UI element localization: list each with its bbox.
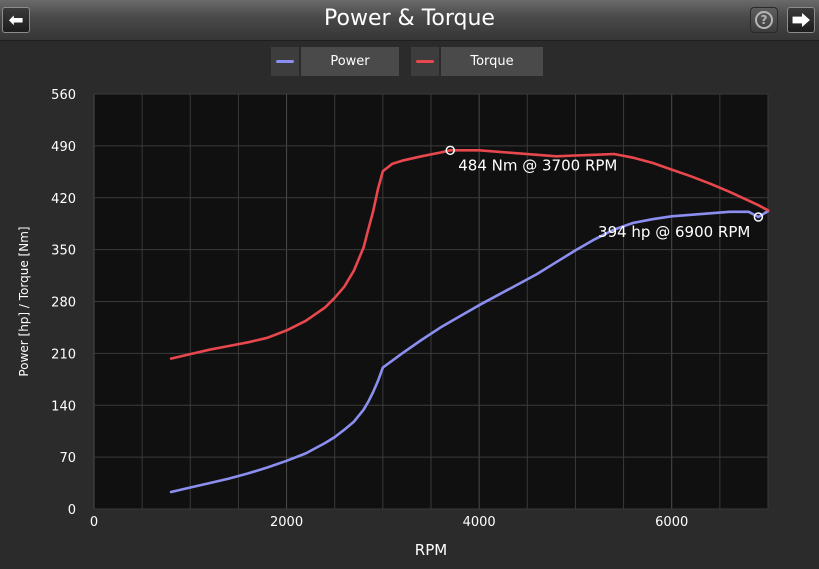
x-tick-label: 2000 (270, 515, 303, 530)
x-tick-label: 0 (90, 515, 98, 530)
y-tick-label: 560 (51, 88, 76, 103)
x-tick-label: 6000 (655, 515, 688, 530)
help-button[interactable]: ? (750, 7, 778, 33)
annotations: 484 Nm @ 3700 RPM 394 hp @ 6900 RPM (445, 145, 764, 241)
legend-swatch-power (271, 47, 301, 76)
peak-label-torque: 484 Nm @ 3700 RPM (458, 156, 617, 174)
legend-swatch-torque (411, 47, 441, 76)
arrow-right-icon: ⮕ (792, 11, 810, 32)
y-tick-label: 210 (51, 347, 76, 362)
x-tick-label: 4000 (463, 515, 496, 530)
legend-label-power: Power (301, 47, 399, 76)
peak-marker-power (753, 212, 764, 222)
axes: 0 2000 4000 6000 0 70 140 210 280 350 420 490 560 (51, 88, 688, 530)
y-tick-label: 350 (51, 244, 76, 259)
series (169, 149, 770, 494)
series-line-torque (169, 149, 770, 360)
legend-item-torque[interactable]: Torque (411, 47, 543, 76)
y-tick-label: 70 (59, 451, 76, 466)
y-tick-label: 0 (68, 503, 76, 518)
y-tick-label: 490 (51, 140, 76, 155)
series-line-power (169, 209, 770, 494)
arrow-left-icon: ⬅ (8, 9, 24, 31)
y-tick-label: 280 (51, 296, 76, 311)
x-axis-label: RPM (415, 541, 447, 559)
page-title: Power & Torque (324, 6, 495, 31)
forward-button[interactable]: ⮕ (787, 7, 815, 33)
y-axis-label: Power [hp] / Torque [Nm] (17, 226, 31, 376)
peak-label-power: 394 hp @ 6900 RPM (598, 223, 750, 241)
legend-label-torque: Torque (441, 47, 543, 76)
grid (93, 93, 769, 510)
peak-marker-torque (445, 145, 456, 156)
title-bar: ⬅ Power & Torque ? ⮕ (0, 0, 819, 41)
y-tick-label: 420 (51, 192, 76, 207)
y-tick-label: 140 (51, 399, 76, 414)
legend-item-power[interactable]: Power (271, 47, 399, 76)
back-button[interactable]: ⬅ (2, 7, 30, 33)
help-icon: ? (755, 11, 773, 29)
